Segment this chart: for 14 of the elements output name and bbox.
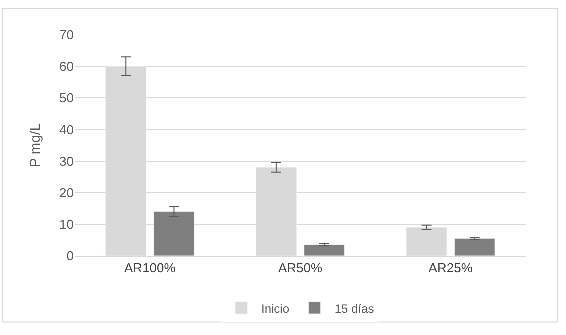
legend-label: Inicio: [262, 302, 290, 316]
y-tick-label: 40: [60, 122, 74, 138]
x-tick-label: AR25%: [428, 260, 474, 276]
y-tick-label: 60: [60, 59, 74, 74]
y-tick-label: 70: [60, 28, 74, 43]
y-axis-title: P mg/L: [27, 123, 44, 168]
y-tick-label: 0: [66, 248, 74, 264]
y-tick-label: 20: [60, 185, 74, 200]
y-tick-label: 10: [60, 216, 74, 232]
y-tick-label: 30: [60, 154, 74, 169]
x-tick-label: AR50%: [278, 260, 323, 276]
y-tick-label: 50: [60, 90, 74, 106]
x-tick-label: AR100%: [124, 260, 176, 276]
legend-label: 15 días: [334, 302, 374, 316]
